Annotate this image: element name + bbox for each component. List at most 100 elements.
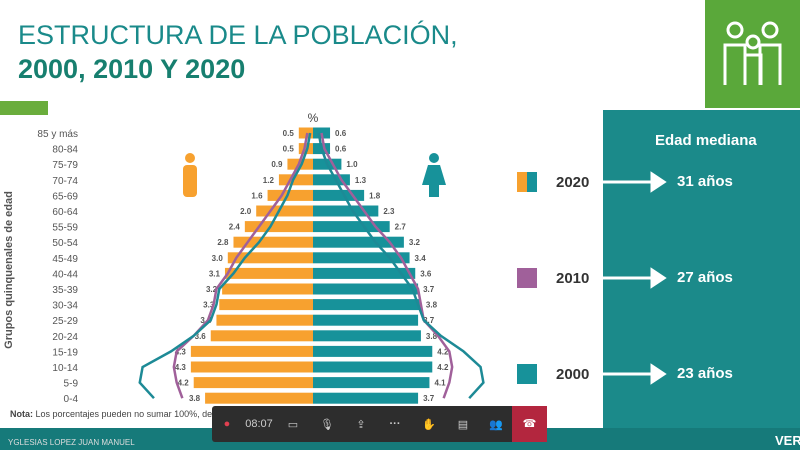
bar-male-2020	[278, 174, 313, 186]
camera-off-icon[interactable]: ▭	[287, 418, 299, 431]
bar-female-2020	[313, 267, 416, 279]
bar-male-2020	[298, 143, 313, 155]
data-label-female: 3.7	[423, 394, 435, 403]
bar-female-2020	[313, 189, 365, 201]
legend-swatch-2020-male	[517, 172, 527, 192]
bar-female-2020	[313, 392, 419, 404]
data-label-female: 1.8	[369, 191, 381, 200]
data-label-female: 3.4	[415, 254, 427, 263]
y-tick-label: 55-59	[52, 223, 78, 234]
legend-swatch-2000	[517, 364, 537, 384]
data-label-male: 1.2	[263, 176, 275, 185]
title-line-2: 2000, 2010 Y 2020	[18, 54, 246, 84]
bar-female-2020	[313, 330, 421, 342]
meeting-toolbar: ● 08:07 ▭ 🎙 ⇪ ··· ✋ ▤ 👥 ☎	[212, 406, 547, 442]
y-tick-label: 30-34	[52, 301, 78, 312]
participants-icon[interactable]: 👥	[489, 418, 503, 431]
data-label-female: 2.3	[383, 207, 395, 216]
y-tick-label: 20-24	[52, 332, 78, 343]
hang-up-icon[interactable]: ☎	[512, 406, 547, 442]
data-label-male: 4.3	[175, 347, 187, 356]
footer-right-text: VER	[775, 433, 800, 448]
bar-male-2020	[222, 283, 313, 295]
data-label-male: 4.3	[175, 363, 187, 372]
bar-male-2020	[216, 314, 313, 326]
legend-swatch-2020-female	[527, 172, 537, 192]
data-label-female: 3.8	[426, 301, 438, 310]
mic-off-icon[interactable]: 🎙	[320, 418, 334, 431]
bar-male-2020	[205, 392, 313, 404]
note: Nota: Los porcentajes pueden no sumar 10…	[10, 409, 213, 419]
data-label-male: 3.6	[195, 332, 207, 341]
bar-male-2020	[298, 127, 313, 139]
share-screen-icon[interactable]: ⇪	[356, 418, 366, 431]
data-label-female: 3.7	[423, 285, 435, 294]
data-label-male: 3.3	[203, 301, 215, 310]
record-icon[interactable]: ●	[223, 418, 231, 430]
y-axis-label: Grupos quinquenales de edad	[3, 191, 15, 349]
data-label-female: 4.2	[437, 363, 449, 372]
y-tick-label: 5-9	[64, 379, 79, 390]
data-label-male: 3.8	[189, 394, 201, 403]
legend-label-2020: 2020	[556, 174, 590, 191]
data-label-female: 3.7	[423, 316, 435, 325]
x-axis-label: %	[308, 111, 319, 125]
arrow-icon	[650, 171, 667, 193]
data-label-male: 0.9	[271, 160, 283, 169]
female-icon	[429, 153, 439, 163]
legend-swatch-2010	[517, 268, 537, 288]
bar-female-2020	[313, 377, 430, 389]
arrow-icon	[650, 363, 667, 385]
bar-male-2020	[256, 205, 313, 217]
bar-male-2020	[219, 299, 313, 311]
bar-female-2020	[313, 283, 419, 295]
data-label-male: 3.0	[212, 254, 224, 263]
bar-male-2020	[190, 345, 313, 357]
bar-female-2020	[313, 236, 404, 248]
title-line-1: ESTRUCTURA DE LA POBLACIÓN,	[18, 20, 458, 50]
bar-male-2020	[193, 377, 313, 389]
legend-label-2010: 2010	[556, 270, 590, 287]
y-tick-label: 10-14	[52, 363, 78, 374]
data-label-female: 1.3	[355, 176, 367, 185]
bar-female-2020	[313, 205, 379, 217]
bar-male-2020	[233, 236, 313, 248]
line-2000-male	[138, 132, 312, 400]
data-label-female: 1.0	[346, 160, 358, 169]
data-label-male: 0.5	[283, 145, 295, 154]
data-label-female: 0.6	[335, 145, 347, 154]
line-2010-male	[172, 132, 309, 399]
bar-female-2020	[313, 314, 419, 326]
data-label-female: 3.8	[426, 332, 438, 341]
data-label-male: 4.2	[178, 379, 190, 388]
raise-hand-icon[interactable]: ✋	[422, 418, 436, 431]
data-label-male: 2.8	[217, 238, 229, 247]
chat-icon[interactable]: ▤	[457, 418, 469, 431]
legend-label-2000: 2000	[556, 366, 590, 383]
data-label-male: 3.1	[209, 269, 221, 278]
median-2000: 23 años	[677, 365, 733, 382]
data-label-male: 3.2	[206, 285, 218, 294]
y-tick-label: 40-44	[52, 269, 78, 280]
y-tick-label: 75-79	[52, 160, 78, 171]
accent-bar	[0, 101, 48, 115]
family-icon-box	[705, 0, 800, 108]
y-tick-label: 15-19	[52, 347, 78, 358]
bar-male-2020	[227, 252, 313, 264]
bar-female-2020	[313, 174, 350, 186]
data-label-male: 0.5	[283, 129, 295, 138]
bar-female-2020	[313, 221, 390, 233]
median-2010: 27 años	[677, 269, 733, 286]
arrows	[600, 171, 667, 385]
presenter-name: YGLESIAS LOPEZ JUAN MANUEL	[8, 438, 135, 447]
call-timer: 08:07	[245, 418, 273, 430]
family-icon	[723, 21, 782, 85]
bar-male-2020	[244, 221, 313, 233]
data-label-male: 2.4	[229, 223, 241, 232]
line-2000-female	[317, 132, 485, 400]
y-tick-label: 35-39	[52, 285, 78, 296]
data-label-female: 4.1	[434, 379, 446, 388]
more-icon[interactable]: ···	[389, 418, 401, 430]
female-icon	[429, 185, 439, 197]
